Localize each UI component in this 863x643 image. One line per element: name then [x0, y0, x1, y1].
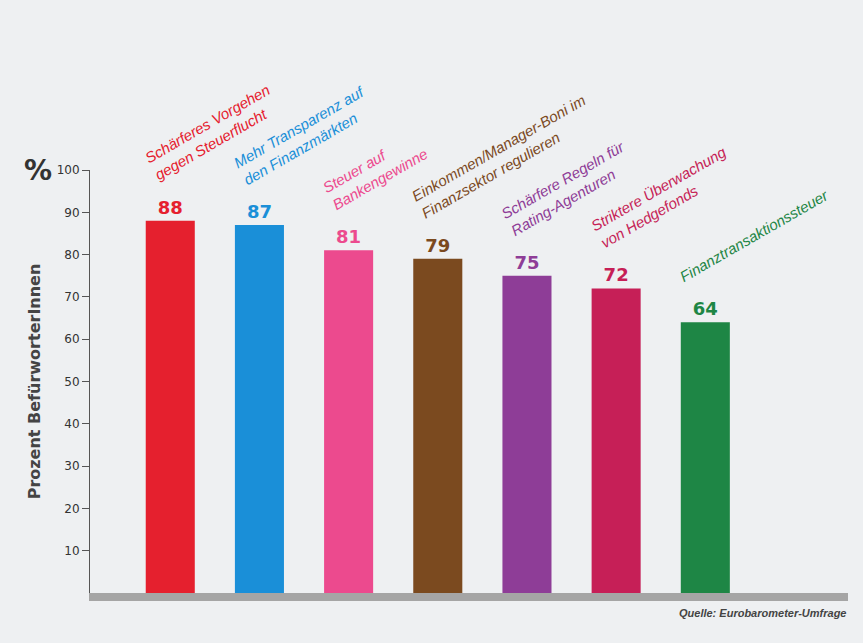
- svg-text:%: %: [24, 154, 52, 187]
- svg-text:88: 88: [158, 197, 183, 218]
- svg-text:Schärfere Regeln fürRating-Age: Schärfere Regeln fürRating-Agenturen: [498, 138, 637, 239]
- svg-text:30: 30: [64, 459, 79, 473]
- svg-text:Mehr Transparenz aufden Finanz: Mehr Transparenz aufden Finanzmärkten: [231, 82, 378, 188]
- svg-text:70: 70: [64, 290, 79, 304]
- svg-text:Striktere Überwachungvon Hedge: Striktere Überwachungvon Hedgefonds: [588, 143, 739, 251]
- svg-text:Steuer aufBankengewinne: Steuer aufBankengewinne: [320, 128, 431, 213]
- svg-text:Schärferes Vorgehengegen Steue: Schärferes Vorgehengegen Steuerflucht: [142, 81, 283, 183]
- svg-text:60: 60: [64, 332, 79, 346]
- svg-text:87: 87: [247, 201, 272, 222]
- svg-text:90: 90: [64, 206, 79, 220]
- svg-text:40: 40: [64, 417, 79, 431]
- svg-text:81: 81: [336, 226, 361, 247]
- svg-text:Einkommen/Manager-Boni imFinan: Einkommen/Manager-Boni imFinanzsektor re…: [409, 91, 598, 221]
- svg-text:100: 100: [57, 163, 80, 177]
- svg-text:75: 75: [514, 252, 539, 273]
- svg-text:Finanztransaktionssteuer: Finanztransaktionssteuer: [677, 186, 832, 285]
- svg-text:Prozent BefürworterInnen: Prozent BefürworterInnen: [25, 264, 44, 500]
- svg-text:64: 64: [693, 298, 718, 319]
- svg-text:50: 50: [64, 375, 79, 389]
- svg-text:20: 20: [64, 502, 79, 516]
- svg-text:Quelle: Eurobarometer-Umfrage: Quelle: Eurobarometer-Umfrage: [679, 607, 846, 619]
- svg-text:79: 79: [425, 235, 450, 256]
- svg-text:72: 72: [604, 264, 629, 285]
- svg-text:10: 10: [64, 544, 79, 558]
- svg-text:80: 80: [64, 248, 79, 262]
